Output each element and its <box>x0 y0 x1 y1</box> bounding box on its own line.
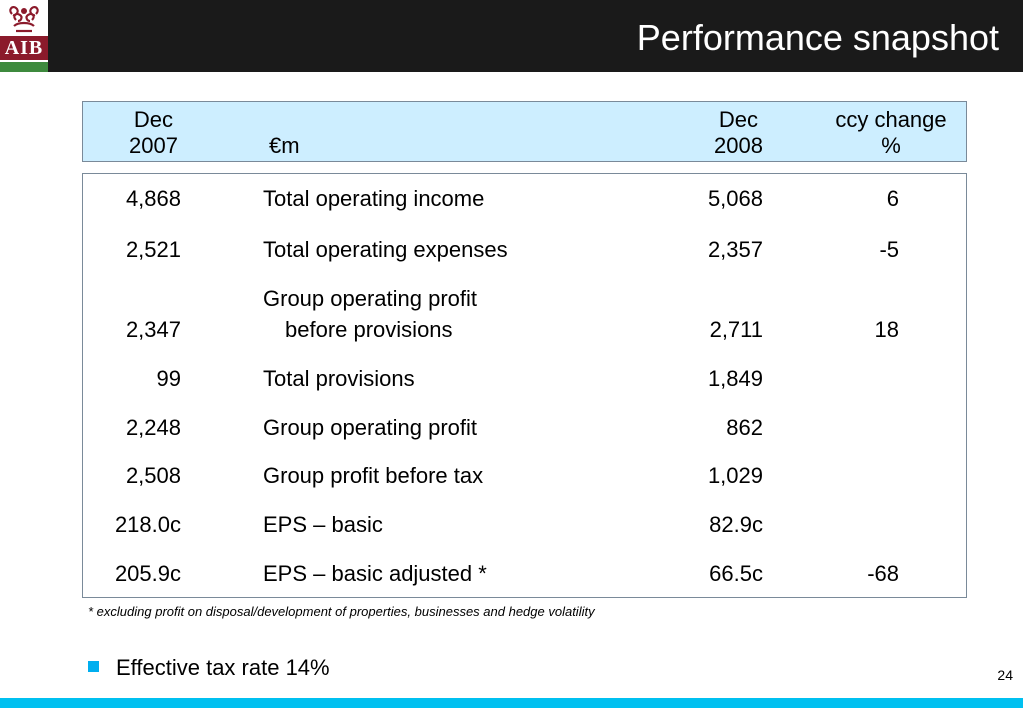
table-row: 2,521 Total operating expenses 2,357 -5 <box>125 237 899 262</box>
table-row: 2,347 before provisions 2,711 18 <box>125 317 899 342</box>
header-unit: €m <box>269 133 300 158</box>
header-dec-2007: Dec 2007 <box>129 107 178 158</box>
crest-icon <box>9 6 39 33</box>
table-row: 205.9c EPS – basic adjusted * 66.5c -68 <box>114 561 899 586</box>
bullet-text: Effective tax rate 14% <box>116 655 330 680</box>
aib-logo: AIB <box>0 0 48 72</box>
logo-text: AIB <box>0 36 48 60</box>
header-bar: AIB Performance snapshot <box>0 0 1023 72</box>
results-table: 4,868 Total operating income 5,068 6 2,5… <box>82 173 967 598</box>
bottom-accent-bar <box>0 698 1023 708</box>
table-row: 2,248 Group operating profit 862 <box>125 415 763 440</box>
bullet-square-icon <box>88 661 99 672</box>
table-header: Dec 2007 €m Dec 2008 ccy change % <box>82 101 967 162</box>
header-ccy-change: ccy change % <box>835 107 947 158</box>
table-row: 99 Total provisions 1,849 <box>156 366 763 391</box>
footnote: * excluding profit on disposal/developme… <box>88 604 595 619</box>
header-dec-2008: Dec 2008 <box>714 107 763 158</box>
table-row-label-line: Group operating profit <box>263 286 478 311</box>
page-number: 24 <box>997 667 1013 683</box>
table-row: 2,508 Group profit before tax 1,029 <box>125 463 763 488</box>
table-row: 4,868 Total operating income 5,068 6 <box>125 186 899 211</box>
page-title: Performance snapshot <box>636 17 999 58</box>
bullet-point: Effective tax rate 14% <box>88 655 330 681</box>
table-row: 218.0c EPS – basic 82.9c <box>114 512 763 537</box>
logo-stripe <box>0 62 48 72</box>
